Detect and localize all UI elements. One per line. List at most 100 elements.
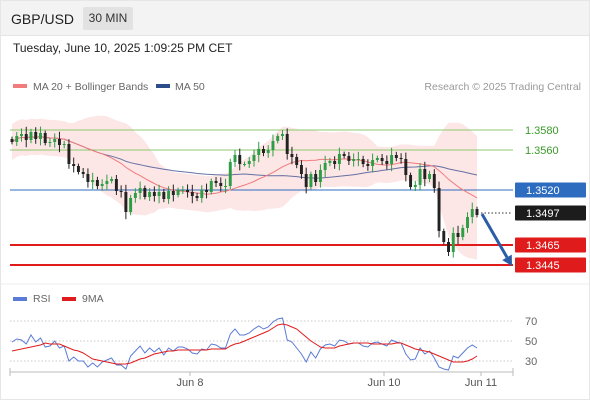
candle-body [333,161,337,164]
candle-body [380,158,384,161]
candle-body [57,139,61,145]
candle-body [238,155,242,164]
candle-body [280,134,284,136]
candle-body [466,217,469,228]
candle-body [356,159,360,160]
candle-body [186,190,190,192]
symbol-label: GBP/USD [11,11,75,27]
support-tag-1.3445-box [515,257,586,273]
pivot-tag-text: 1.3520 [526,185,560,197]
candle-body [119,191,123,192]
candles-layer [10,126,479,258]
forecast-arrow-head [502,254,512,266]
candle-body [361,159,365,164]
x-axis-ticks-layer: Jun 8 Jun 10 Jun 11 [177,372,497,389]
ma20-legend-label: MA 20 + Bollinger Bands [33,81,148,93]
level-label-1.3580: 1.3580 [525,125,559,137]
candle-body [148,192,152,197]
rsi-tick-70: 70 [525,316,537,328]
rsi-tick-50: 50 [525,336,537,348]
candle-body [114,179,118,191]
x-tick-label: Jun 10 [367,377,400,389]
candle-body [95,180,99,186]
candle-body [181,190,185,191]
candle-body [200,190,204,198]
candle-body [399,158,403,159]
candle-body [72,164,76,166]
level-label-1.3560: 1.3560 [525,145,559,157]
candle-body [171,191,175,195]
candle-body [162,192,166,199]
candle-body [228,162,232,186]
x-tick-label: Jun 8 [177,377,204,389]
candle-body [257,149,261,155]
ma50-legend-label: MA 50 [175,81,205,93]
datetime-label: Tuesday, June 10, 2025 1:09:25 PM CET [13,41,233,55]
bollinger-band-layer [12,115,477,260]
candle-body [337,154,341,164]
candle-body [276,136,280,141]
x-tick-label: Jun 11 [465,377,497,389]
candle-body [418,169,422,185]
candle-body [394,155,398,158]
candle-body [323,163,327,170]
candle-body [43,133,47,143]
rsi-lines-layer [11,317,478,371]
candle-body [456,233,460,237]
timeframe-button[interactable]: 30 MIN [83,7,133,30]
candle-body [375,158,379,160]
watermark: Research © 2025 Trading Central [424,81,581,93]
rsi-ma-legend-label: 9MA [82,293,104,305]
candle-body [262,149,265,153]
candle-body [347,156,351,161]
candle-body [48,142,52,143]
candle-body [413,185,417,187]
candle-body [318,170,322,182]
rsi-tick-30: 30 [525,356,537,368]
candle-body [20,134,23,136]
candle-body [451,233,455,252]
pivot-tag-box [515,182,586,198]
candle-body [124,192,128,212]
moving-average-layer [11,136,478,199]
candle-body [76,166,80,172]
candle-body [352,159,356,161]
candle-body [390,155,394,164]
candle-body [447,242,451,252]
candle-body [143,188,147,197]
support-tag-1.3465-text: 1.3465 [526,240,560,252]
level-lines-layer [10,129,513,266]
candle-body [328,161,332,163]
candle-body [15,136,19,142]
candle-body [252,155,256,161]
rsi-line [11,317,478,371]
candle-body [371,160,375,166]
rsi-ma-line [11,323,478,365]
ma50-legend-swatch [156,84,170,88]
candle-body [309,174,313,187]
candle-body [195,196,199,198]
candle-body [86,174,90,182]
candle-body [461,228,465,237]
candle-body [314,174,318,182]
support-tag-1.3465-box [515,237,586,253]
candle-body [138,188,142,193]
candle-body [243,164,246,165]
candle-body [214,181,218,183]
candle-body [366,164,370,166]
candle-body [442,231,446,242]
candle-body [38,133,42,139]
candle-body [290,154,294,157]
candle-body [299,165,303,174]
candle-body [404,159,408,175]
last-price-tag-box [515,205,586,221]
candle-body [133,193,137,198]
top-bar: GBP/USD 30 MIN [0,0,590,36]
candle-body [10,139,14,142]
candle-body [205,190,209,192]
candle-body [62,144,66,145]
candle-body [67,144,71,164]
candle-body [428,174,432,179]
rsi-legend-label: RSI [33,293,51,305]
